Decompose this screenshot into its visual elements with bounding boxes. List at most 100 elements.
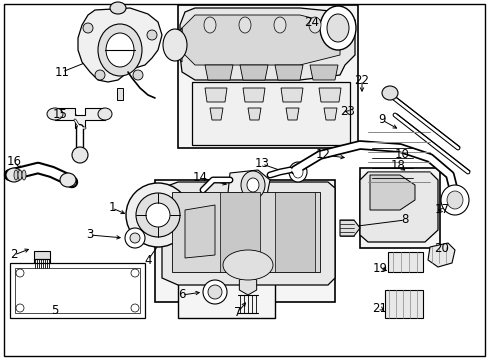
Polygon shape xyxy=(239,275,256,295)
Ellipse shape xyxy=(16,304,24,312)
Ellipse shape xyxy=(98,108,112,120)
Text: 6: 6 xyxy=(178,288,185,301)
Text: 15: 15 xyxy=(52,108,67,121)
Bar xyxy=(359,168,439,248)
Text: 4: 4 xyxy=(144,253,151,266)
Ellipse shape xyxy=(146,203,170,227)
Bar xyxy=(178,260,274,318)
Text: 11: 11 xyxy=(54,66,69,78)
Ellipse shape xyxy=(130,233,140,243)
Text: 22: 22 xyxy=(354,73,369,86)
Ellipse shape xyxy=(147,30,157,40)
Ellipse shape xyxy=(308,17,320,33)
Polygon shape xyxy=(180,8,354,80)
Bar xyxy=(155,180,334,302)
Ellipse shape xyxy=(241,171,264,199)
Polygon shape xyxy=(309,65,337,80)
Bar xyxy=(178,5,357,148)
Ellipse shape xyxy=(98,24,142,76)
Ellipse shape xyxy=(207,285,222,299)
Ellipse shape xyxy=(6,168,22,182)
Polygon shape xyxy=(34,251,50,259)
Ellipse shape xyxy=(131,269,139,277)
Ellipse shape xyxy=(288,162,306,182)
Ellipse shape xyxy=(83,23,93,33)
Polygon shape xyxy=(227,170,269,203)
Text: 18: 18 xyxy=(390,159,405,172)
Text: 8: 8 xyxy=(401,213,408,226)
Ellipse shape xyxy=(60,173,76,187)
Text: 13: 13 xyxy=(254,157,269,171)
Polygon shape xyxy=(78,8,162,82)
Ellipse shape xyxy=(273,17,285,33)
Bar xyxy=(387,252,422,272)
Polygon shape xyxy=(281,88,303,102)
Ellipse shape xyxy=(133,70,142,80)
Polygon shape xyxy=(359,172,437,242)
Ellipse shape xyxy=(95,70,105,80)
Ellipse shape xyxy=(131,304,139,312)
Ellipse shape xyxy=(292,166,303,178)
Ellipse shape xyxy=(14,170,18,180)
Polygon shape xyxy=(172,192,319,272)
Polygon shape xyxy=(175,28,182,62)
Polygon shape xyxy=(184,205,215,258)
Ellipse shape xyxy=(110,2,126,14)
Ellipse shape xyxy=(136,193,180,237)
Ellipse shape xyxy=(381,86,397,100)
Ellipse shape xyxy=(223,250,272,280)
Polygon shape xyxy=(274,192,314,272)
Text: 12: 12 xyxy=(315,148,330,162)
Polygon shape xyxy=(369,175,414,210)
Bar xyxy=(117,88,123,100)
Text: 14: 14 xyxy=(192,171,207,184)
Text: 21: 21 xyxy=(372,301,386,315)
Bar xyxy=(384,290,422,318)
Ellipse shape xyxy=(440,185,468,215)
Text: 20: 20 xyxy=(434,242,448,255)
Polygon shape xyxy=(204,88,226,102)
Bar xyxy=(192,82,349,145)
Ellipse shape xyxy=(16,269,24,277)
Polygon shape xyxy=(324,108,336,120)
Ellipse shape xyxy=(203,280,226,304)
Text: 10: 10 xyxy=(394,148,408,162)
Bar xyxy=(10,263,145,318)
Text: 2: 2 xyxy=(10,248,18,261)
Text: 16: 16 xyxy=(6,156,21,168)
Polygon shape xyxy=(247,108,261,120)
Text: 5: 5 xyxy=(51,303,59,316)
Ellipse shape xyxy=(163,29,186,61)
Text: 7: 7 xyxy=(234,306,241,319)
Ellipse shape xyxy=(125,228,145,248)
Polygon shape xyxy=(243,88,264,102)
Ellipse shape xyxy=(106,33,134,67)
Polygon shape xyxy=(182,15,339,65)
Ellipse shape xyxy=(18,170,22,180)
Polygon shape xyxy=(240,65,267,80)
Polygon shape xyxy=(204,65,232,80)
Bar xyxy=(15,268,140,313)
Ellipse shape xyxy=(47,108,63,120)
Ellipse shape xyxy=(126,183,190,247)
Text: 17: 17 xyxy=(434,203,448,216)
Polygon shape xyxy=(55,108,105,128)
Polygon shape xyxy=(220,192,260,272)
Polygon shape xyxy=(339,220,359,236)
Ellipse shape xyxy=(319,6,355,50)
Text: 3: 3 xyxy=(86,229,94,242)
Ellipse shape xyxy=(326,14,348,42)
Polygon shape xyxy=(274,65,303,80)
Polygon shape xyxy=(162,182,334,285)
Ellipse shape xyxy=(246,178,259,192)
Text: 19: 19 xyxy=(372,261,386,274)
Text: 23: 23 xyxy=(340,105,355,118)
Polygon shape xyxy=(209,108,223,120)
Polygon shape xyxy=(285,108,298,120)
Polygon shape xyxy=(318,88,340,102)
Text: 24: 24 xyxy=(304,15,319,28)
Ellipse shape xyxy=(239,17,250,33)
Text: 1: 1 xyxy=(108,202,116,215)
Ellipse shape xyxy=(203,17,216,33)
Text: 9: 9 xyxy=(378,113,385,126)
